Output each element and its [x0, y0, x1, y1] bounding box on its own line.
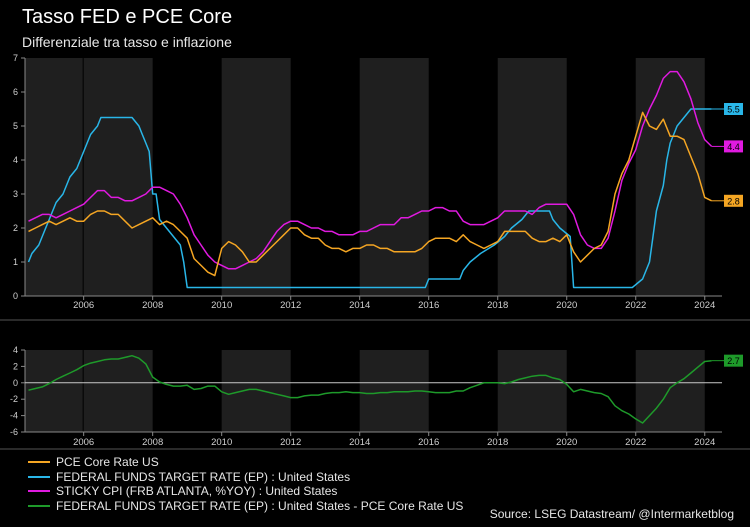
- year-band: [635, 58, 705, 296]
- y-tick-label: -6: [10, 427, 18, 437]
- x-tick-label: 2020: [556, 300, 577, 311]
- end-label-text: 2.8: [727, 196, 740, 206]
- x-tick-label: 2024: [694, 300, 715, 311]
- legend-item-sticky: STICKY CPI (FRB ATLANTA, %YOY) : United …: [28, 484, 463, 499]
- year-band: [497, 58, 567, 296]
- x-tick-label: 2014: [349, 437, 370, 448]
- x-tick-label: 2022: [625, 300, 646, 311]
- y-tick-label: 7: [13, 53, 18, 63]
- end-label-box: [724, 354, 743, 367]
- x-tick-label: 2020: [556, 437, 577, 448]
- legend-swatch-fed: [28, 475, 50, 478]
- x-tick-label: 2010: [211, 437, 232, 448]
- x-tick-label: 2008: [142, 437, 163, 448]
- y-tick-label: -2: [10, 394, 18, 404]
- legend-swatch-diff: [28, 504, 50, 507]
- x-tick-label: 2016: [418, 437, 439, 448]
- legend-item-fed: FEDERAL FUNDS TARGET RATE (EP) : United …: [28, 470, 463, 485]
- y-tick-label: 0: [13, 291, 18, 301]
- y-tick-label: 1: [13, 257, 18, 267]
- end-label-box: [724, 194, 743, 207]
- legend-label-pce: PCE Core Rate US: [56, 455, 159, 469]
- y-tick-label: 2: [13, 361, 18, 371]
- year-band: [83, 58, 153, 296]
- end-label-text: 4.4: [727, 142, 740, 152]
- x-tick-label: 2006: [73, 300, 94, 311]
- series-line: [27, 108, 712, 289]
- x-tick-label: 2018: [487, 300, 508, 311]
- legend-item-pce: PCE Core Rate US: [28, 455, 463, 470]
- x-tick-label: 2008: [142, 300, 163, 311]
- legend-swatch-sticky: [28, 490, 50, 493]
- x-tick-label: 2012: [280, 437, 301, 448]
- legend-label-diff: FEDERAL FUNDS TARGET RATE (EP) : United …: [56, 498, 464, 513]
- y-tick-label: 4: [13, 155, 18, 165]
- legend-label-fed: FEDERAL FUNDS TARGET RATE (EP) : United …: [56, 469, 351, 484]
- y-tick-label: -4: [10, 411, 18, 421]
- legend: PCE Core Rate US FEDERAL FUNDS TARGET RA…: [28, 455, 463, 513]
- year-band: [83, 350, 153, 432]
- series-line: [28, 111, 712, 277]
- end-label-box: [724, 140, 743, 153]
- x-tick-label: 2018: [487, 437, 508, 448]
- legend-item-diff: FEDERAL FUNDS TARGET RATE (EP) : United …: [28, 499, 463, 514]
- x-tick-label: 2010: [211, 300, 232, 311]
- x-tick-label: 2016: [418, 300, 439, 311]
- y-tick-label: 4: [13, 345, 18, 355]
- y-tick-label: 0: [13, 378, 18, 388]
- series-line: [28, 354, 712, 424]
- y-tick-label: 3: [13, 189, 18, 199]
- y-tick-label: 6: [13, 87, 18, 97]
- source-note: Source: LSEG Datastream/ @Intermarketblo…: [489, 507, 734, 521]
- year-band: [359, 58, 429, 296]
- legend-label-sticky: STICKY CPI (FRB ATLANTA, %YOY) : United …: [56, 484, 338, 498]
- chart-title: Tasso FED e PCE Core: [22, 6, 233, 28]
- end-label-text: 2.7: [727, 356, 740, 366]
- y-tick-label: 2: [13, 223, 18, 233]
- y-tick-label: 5: [13, 121, 18, 131]
- x-tick-label: 2014: [349, 300, 370, 311]
- end-label-box: [724, 103, 743, 115]
- year-band: [25, 350, 83, 432]
- year-band: [497, 350, 567, 432]
- end-label-text: 5.5: [727, 105, 740, 115]
- legend-swatch-pce: [28, 461, 50, 464]
- x-tick-label: 2024: [694, 437, 715, 448]
- series-line: [28, 70, 713, 270]
- x-tick-label: 2012: [280, 300, 301, 311]
- year-band: [221, 350, 291, 432]
- x-tick-label: 2022: [625, 437, 646, 448]
- x-tick-label: 2006: [73, 437, 94, 448]
- chart-subtitle: Differenziale tra tasso e inflazione: [22, 34, 232, 50]
- year-band: [221, 58, 291, 296]
- year-band: [25, 58, 83, 296]
